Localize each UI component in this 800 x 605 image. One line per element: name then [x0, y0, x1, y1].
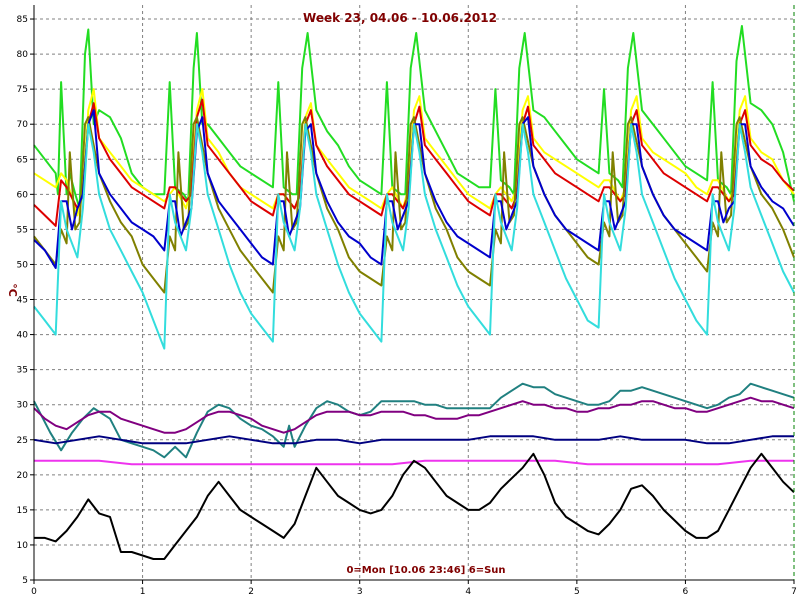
x-tick-label: 5	[574, 587, 580, 597]
y-tick-label: 15	[17, 506, 28, 516]
series-line	[33, 382, 795, 459]
x-tick-label: 3	[357, 587, 363, 597]
y-tick-label: 25	[17, 436, 28, 446]
y-tick-label: 40	[17, 331, 29, 341]
y-tick-label: 80	[17, 50, 29, 60]
x-tick-label: 4	[465, 587, 471, 597]
y-tick-label: 85	[17, 15, 28, 25]
y-tick-label: 35	[17, 366, 28, 376]
x-axis-label: 0=Mon [10.06 23:46] 6=Sun	[346, 565, 505, 576]
y-tick-label: 20	[17, 471, 29, 481]
y-tick-label: 45	[17, 296, 28, 306]
y-tick-label: 30	[17, 401, 29, 411]
series-group	[33, 25, 795, 560]
y-tick-label: 55	[17, 225, 28, 235]
x-tick-label: 7	[791, 587, 797, 597]
x-tick-label: 2	[248, 587, 254, 597]
y-axis-label: °C	[6, 283, 19, 297]
grid	[34, 5, 794, 581]
y-tick-label: 75	[17, 85, 28, 95]
x-tick-label: 0	[31, 587, 37, 597]
y-tick-label: 70	[17, 120, 29, 130]
chart-title: Week 23, 04.06 - 10.06.2012	[303, 11, 497, 25]
series-line	[34, 452, 795, 560]
x-tick-label: 1	[140, 587, 146, 597]
x-tick-label: 6	[683, 587, 689, 597]
y-tick-label: 10	[17, 541, 29, 551]
y-tick-label: 65	[17, 155, 28, 165]
series-line	[33, 396, 795, 434]
series-line	[33, 435, 794, 445]
series-line	[33, 123, 795, 350]
y-tick-label: 5	[22, 576, 28, 586]
y-tick-label: 50	[17, 260, 29, 270]
series-line	[34, 459, 794, 466]
y-tick-label: 60	[17, 190, 29, 200]
